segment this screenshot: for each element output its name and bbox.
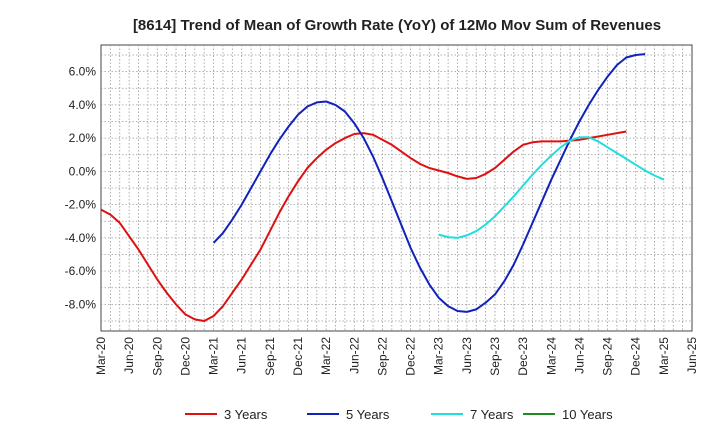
x-tick-label: Dec-22 <box>404 337 418 376</box>
y-tick-label: 6.0% <box>69 65 97 79</box>
y-tick-label: -8.0% <box>65 297 97 311</box>
plot-area: 6.0% 4.0% 2.0% 0.0% -2.0% -4.0% -6.0% -8.0% Mar-… <box>65 44 699 376</box>
chart-title: [8614] Trend of Mean of Growth Rate (YoY… <box>133 17 661 34</box>
x-tick-label: Jun-21 <box>235 337 249 374</box>
x-tick-label: Jun-22 <box>347 337 361 374</box>
x-tick-label: Mar-22 <box>319 337 333 375</box>
x-tick-label: Sep-20 <box>150 337 164 376</box>
x-tick-label: Dec-23 <box>516 337 530 376</box>
y-tick-label: -4.0% <box>65 231 97 245</box>
legend-label: 7 Years <box>470 407 514 422</box>
legend-label: 3 Years <box>224 407 268 422</box>
legend-label: 5 Years <box>346 407 390 422</box>
x-tick-label: Jun-25 <box>685 337 699 374</box>
legend-label: 10 Years <box>562 407 613 422</box>
x-tick-label: Sep-23 <box>488 337 502 376</box>
y-tick-label: -2.0% <box>65 198 97 212</box>
y-tick-label: 0.0% <box>69 164 97 178</box>
series-line-3-years <box>100 130 627 322</box>
x-tick-label: Mar-24 <box>544 337 558 375</box>
series-line-7-years <box>438 136 665 239</box>
series-line-5-years <box>212 53 646 313</box>
x-tick-label: Jun-24 <box>572 337 586 374</box>
x-tick-label: Mar-20 <box>94 337 108 375</box>
x-tick-label: Sep-21 <box>263 337 277 376</box>
x-tick-label: Dec-20 <box>178 337 192 376</box>
x-tick-label: Mar-23 <box>432 337 446 375</box>
x-tick-label: Jun-23 <box>460 337 474 374</box>
x-tick-label: Mar-25 <box>657 337 671 375</box>
x-tick-label: Sep-24 <box>601 337 615 376</box>
x-tick-label: Jun-20 <box>122 337 136 374</box>
x-tick-label: Sep-22 <box>375 337 389 376</box>
legend: 3 Years 5 Years 7 Years 10 Years <box>185 407 613 422</box>
x-tick-label: Dec-24 <box>629 337 643 376</box>
y-tick-label: 4.0% <box>69 98 97 112</box>
x-tick-label: Dec-21 <box>291 337 305 376</box>
x-tick-label: Mar-21 <box>207 337 221 375</box>
y-tick-label: -6.0% <box>65 264 97 278</box>
y-tick-label: 2.0% <box>69 131 97 145</box>
